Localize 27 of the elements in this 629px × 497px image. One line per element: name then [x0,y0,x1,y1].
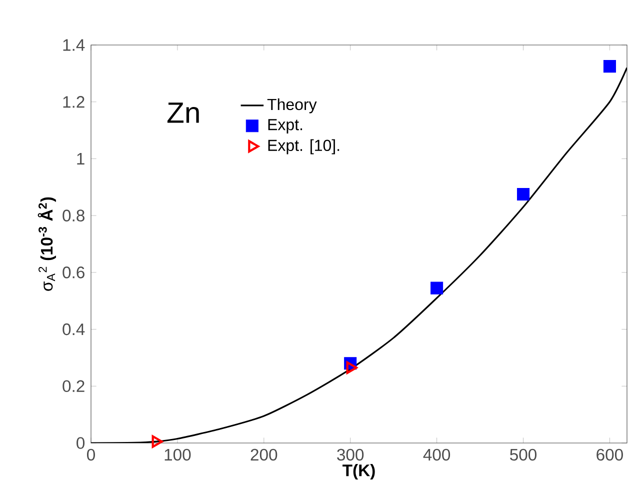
x-tick-label: 500 [510,448,536,461]
y-tick-label: 0.6 [62,266,84,278]
x-axis-title: T(K) [342,464,375,480]
x-tick-label: 300 [337,448,364,461]
y-tick-label: 1.4 [63,39,85,51]
point [603,60,616,73]
point [346,361,358,374]
x-tick-label: 600 [596,448,623,461]
legend-label: Expt. [10]. [268,139,340,154]
point [152,435,163,448]
legend-label: Theory [267,98,317,114]
y-tick-label: 1 [77,152,84,164]
y-tick-label: 0 [76,437,85,449]
point [516,188,530,201]
line-series [91,66,627,443]
x-tick-label: 200 [250,448,278,461]
x-tick-label: 0 [87,448,95,461]
x-tick-label: 100 [164,448,191,461]
text: σ$_{A}$$^{2}$ (10$^{-3}$ Å$^{2}$) [38,197,56,291]
legend-label: Expt. [268,119,302,134]
y-tick-label: 0.4 [62,323,85,336]
y-tick-label: 0.8 [62,210,84,222]
annotation: Zn [167,102,199,123]
x-tick-label: 400 [423,448,450,461]
point [430,282,444,294]
y-tick-label: 0.2 [62,380,84,392]
y-tick-label: 1.2 [63,96,84,108]
